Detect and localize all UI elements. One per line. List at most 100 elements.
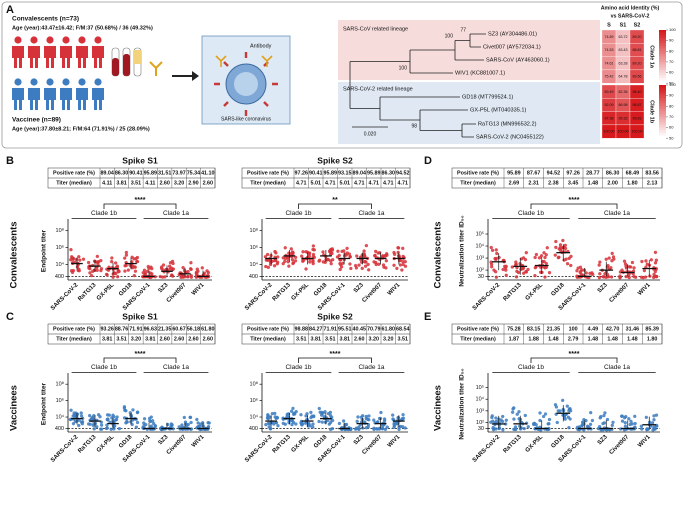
panel-letter: D bbox=[424, 155, 432, 167]
clade-label: Clade 1b bbox=[285, 364, 311, 371]
x-tick-label: SZ3 bbox=[597, 434, 609, 446]
dot bbox=[385, 252, 389, 256]
table-cell: 70.79 bbox=[367, 327, 381, 333]
table-cell: 94.52 bbox=[396, 171, 410, 177]
table-cell: 88.76 bbox=[115, 327, 129, 333]
leaf-label: GD18 (MT799524.1) bbox=[462, 94, 513, 100]
dot bbox=[403, 264, 408, 268]
person-icon bbox=[46, 78, 54, 86]
dot bbox=[553, 253, 557, 257]
dot bbox=[374, 427, 379, 431]
dot bbox=[501, 267, 505, 272]
dot bbox=[125, 419, 129, 424]
dot bbox=[533, 255, 537, 260]
dot bbox=[641, 275, 645, 280]
dot bbox=[113, 261, 118, 265]
dot bbox=[537, 256, 542, 260]
table-cell: 21.35 bbox=[158, 327, 172, 333]
x-tick-label: SZ3 bbox=[157, 282, 169, 294]
dot bbox=[384, 259, 389, 263]
table-cell: 86.30 bbox=[115, 171, 129, 177]
dot bbox=[323, 420, 328, 424]
dot bbox=[620, 419, 625, 423]
dot bbox=[556, 409, 560, 413]
dot bbox=[320, 420, 324, 424]
person-icon bbox=[60, 46, 72, 68]
heat-label: 63.72 bbox=[619, 35, 628, 39]
table-row-label: Titer (median) bbox=[56, 181, 92, 187]
color-bar bbox=[659, 67, 666, 71]
dot bbox=[623, 421, 627, 425]
color-bar bbox=[659, 37, 666, 41]
dot bbox=[504, 418, 508, 422]
dot bbox=[182, 415, 186, 420]
dot bbox=[652, 414, 656, 418]
dot bbox=[494, 427, 498, 431]
dot bbox=[629, 265, 633, 269]
x-tick-label: GD18 bbox=[313, 434, 329, 450]
dot bbox=[401, 246, 405, 250]
heat-label: 98.87 bbox=[633, 103, 642, 107]
color-bar bbox=[659, 69, 666, 73]
chart-title: Spike S2 bbox=[317, 155, 353, 165]
table-row-label: Titer (median) bbox=[56, 337, 92, 343]
color-bar bbox=[659, 43, 666, 47]
dot bbox=[521, 256, 526, 260]
dot bbox=[642, 268, 647, 273]
dot bbox=[558, 243, 563, 247]
dot bbox=[105, 413, 110, 417]
dot bbox=[188, 267, 193, 271]
dot bbox=[321, 250, 325, 254]
table-cell: 3.51 bbox=[398, 337, 409, 343]
dot bbox=[510, 410, 515, 414]
dot bbox=[360, 266, 364, 271]
panel-a-frame bbox=[1, 1, 683, 149]
table-cell: 1.88 bbox=[528, 337, 539, 343]
person-icon bbox=[76, 88, 88, 110]
table-cell: 95.89 bbox=[144, 171, 158, 177]
heat-label: 89.49 bbox=[605, 90, 614, 94]
dot bbox=[274, 416, 278, 421]
table-cell: 3.81 bbox=[145, 337, 156, 343]
dot bbox=[311, 244, 316, 248]
x-tick-label: GD18 bbox=[118, 434, 134, 450]
heat-label: 100.00 bbox=[618, 130, 629, 134]
dot bbox=[554, 245, 558, 250]
dot bbox=[328, 410, 333, 415]
dot bbox=[294, 409, 298, 414]
color-bar-label: 70 bbox=[669, 114, 674, 119]
clade-label: Clade 1b bbox=[91, 364, 117, 371]
dot bbox=[501, 428, 505, 432]
color-bar-label: 70 bbox=[669, 59, 674, 64]
dot bbox=[264, 422, 268, 427]
x-tick-label: RaTG13 bbox=[272, 282, 293, 303]
dot bbox=[355, 419, 359, 424]
dot bbox=[153, 424, 157, 428]
y-tick-label: 10⁴ bbox=[56, 413, 65, 420]
color-bar-label: 90 bbox=[669, 38, 674, 43]
dot bbox=[561, 238, 565, 243]
person-icon bbox=[46, 36, 54, 44]
table-row-label: Titer (median) bbox=[250, 337, 286, 343]
column-header: S2 bbox=[634, 22, 641, 28]
table-cell: 71.91 bbox=[129, 327, 143, 333]
y-tick-label: 10³ bbox=[476, 408, 484, 414]
dot bbox=[514, 275, 519, 279]
dot bbox=[294, 422, 298, 426]
bootstrap: 100 bbox=[399, 65, 408, 71]
table-cell: 1.48 bbox=[607, 337, 618, 343]
dot bbox=[379, 410, 383, 415]
dot bbox=[620, 414, 624, 418]
table-cell: 68.49 bbox=[626, 171, 640, 177]
dot bbox=[132, 274, 136, 278]
dot bbox=[567, 256, 571, 261]
dot bbox=[609, 275, 614, 279]
x-tick-label: SARS-CoV-2 bbox=[244, 282, 274, 312]
dot bbox=[512, 417, 516, 421]
significance-bracket bbox=[298, 357, 372, 363]
table-cell: 3.20 bbox=[383, 337, 394, 343]
dot bbox=[610, 251, 614, 256]
dot bbox=[515, 412, 519, 416]
lineage-bg bbox=[338, 20, 600, 80]
